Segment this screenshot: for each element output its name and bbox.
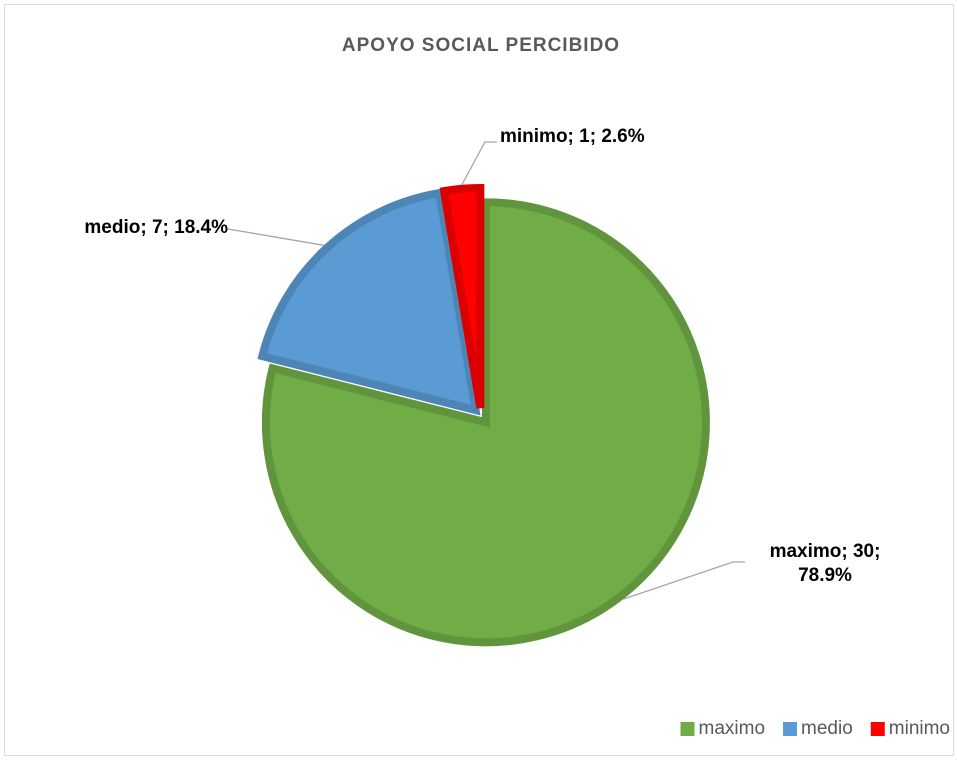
leader-line: [623, 561, 745, 600]
leader-line: [461, 141, 497, 186]
data-label: maximo; 30; 78.9%: [769, 541, 881, 586]
leader-line: [227, 228, 324, 246]
legend-swatch: [783, 722, 798, 736]
chart-frame: [4, 4, 954, 756]
legend: maximo medio minimo: [680, 718, 950, 739]
chart-title: APOYO SOCIAL PERCIBIDO: [342, 35, 620, 56]
pie-slice: [439, 184, 485, 409]
legend-label: medio: [801, 718, 853, 739]
pie-slice: [261, 198, 710, 647]
pie-slice: [257, 188, 481, 416]
data-label: medio; 7; 18.4%: [84, 217, 228, 238]
legend-swatch: [680, 722, 695, 736]
legend-label: minimo: [889, 718, 950, 739]
legend-label: maximo: [699, 718, 766, 739]
legend-swatch: [870, 722, 885, 736]
data-label: minimo; 1; 2.6%: [500, 126, 645, 147]
